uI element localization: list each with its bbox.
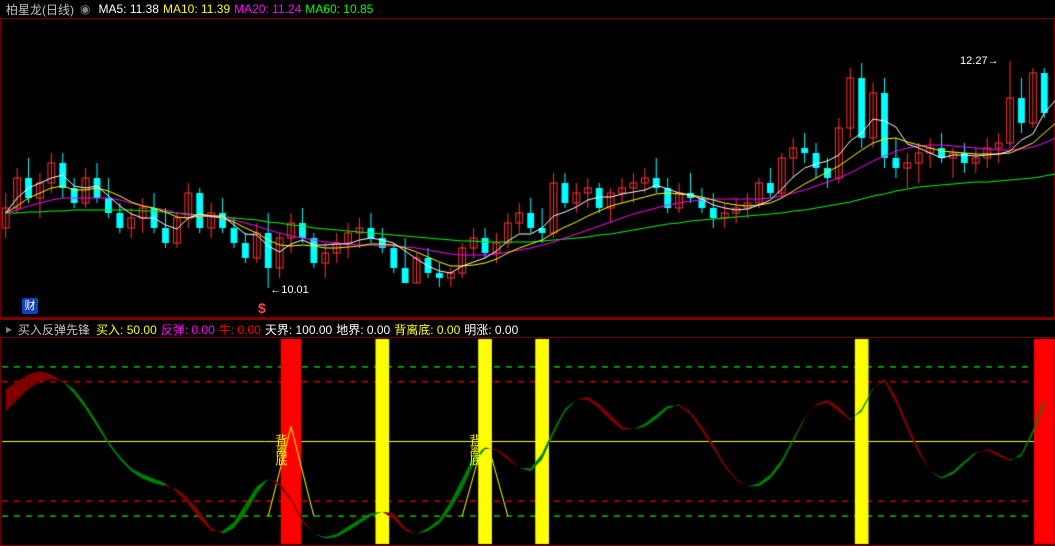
- indicator-label: 天界: 100.00: [265, 323, 336, 337]
- indicator-label: 明涨: 0.00: [464, 323, 522, 337]
- indicator-header: ▸ 买入反弹先锋 买入: 50.00反弹: 0.00牛: 0.00天界: 100…: [0, 319, 1055, 338]
- indicator-label: 地界: 0.00: [336, 323, 394, 337]
- indicator-title: 买入反弹先锋: [18, 321, 94, 338]
- dollar-icon: $: [258, 300, 266, 316]
- rebound-char: 反: [858, 427, 869, 443]
- indicator-label: 背离底: 0.00: [394, 323, 464, 337]
- expand-icon[interactable]: ▸: [6, 322, 12, 336]
- indicator-label: 买入: 50.00: [96, 323, 161, 337]
- candlestick-chart[interactable]: [0, 18, 1055, 318]
- indicator-label: 反弹: 0.00: [161, 323, 219, 337]
- chart-header: 柏星龙(日线) ◉ MA5: 11.38MA10: 11.39MA20: 11.…: [0, 0, 1055, 18]
- beilidi-label: 背离底: [467, 434, 484, 464]
- low-price-label: ←10.01: [270, 284, 309, 296]
- ma-label: MA60: 10.85: [305, 2, 377, 16]
- indicator-label: 牛: 0.00: [219, 323, 265, 337]
- rebound-char: 反: [378, 427, 389, 443]
- ma-label: MA10: 11.39: [163, 2, 234, 16]
- finance-badge-icon[interactable]: 财: [22, 298, 38, 314]
- ma-label: MA5: 11.38: [98, 2, 162, 16]
- beilidi-label: 背离底: [273, 434, 290, 464]
- indicator-chart[interactable]: [0, 337, 1055, 546]
- dropdown-icon[interactable]: ◉: [80, 2, 90, 16]
- rebound-char: 反: [538, 427, 549, 443]
- stock-title: 柏星龙(日线): [6, 1, 78, 18]
- ma-label: MA20: 11.24: [234, 2, 305, 16]
- high-price-label: 12.27→: [960, 55, 999, 67]
